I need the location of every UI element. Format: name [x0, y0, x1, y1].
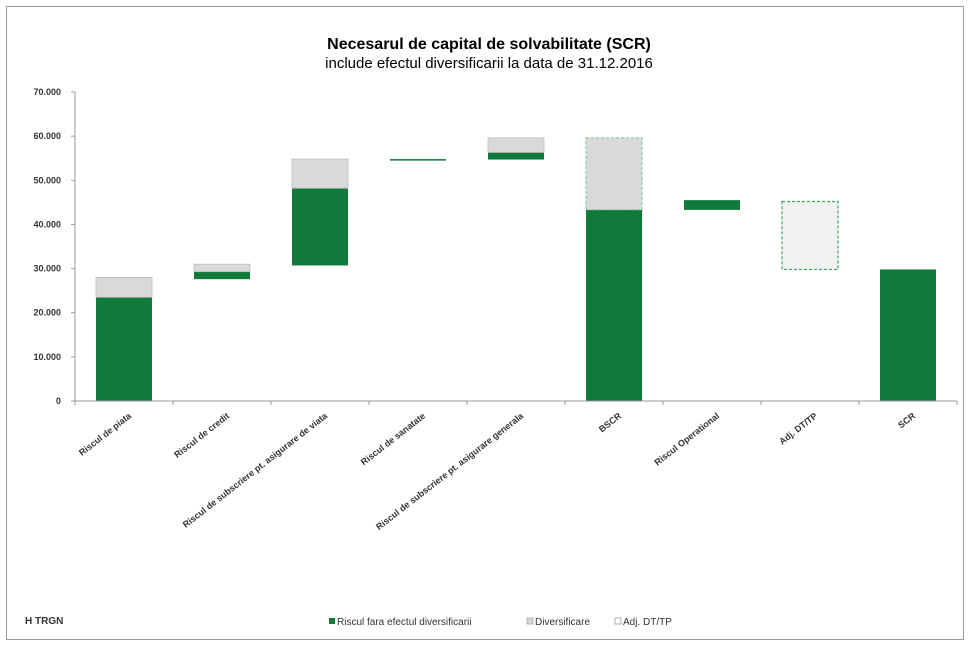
chart-frame: Necesarul de capital de solvabilitate (S… — [6, 6, 964, 640]
y-axis: 0 10.000 20.000 30.000 40.000 50.000 60.000 70.… — [33, 87, 76, 406]
bar-segment — [585, 137, 643, 211]
y-tick-label: 60.000 — [33, 131, 61, 141]
y-tick-label: 30.000 — [33, 264, 61, 274]
legend-swatch — [329, 618, 335, 624]
bar-segment — [487, 137, 545, 153]
x-tick-label: BSCR — [597, 410, 624, 434]
bar-segment — [880, 269, 936, 401]
bar-segment — [488, 152, 544, 160]
legend-swatch — [614, 617, 622, 625]
x-tick-label: Riscul de credit — [172, 411, 231, 460]
bar-segment — [291, 158, 349, 189]
y-tick-label: 40.000 — [33, 219, 61, 229]
bar-segment — [292, 188, 348, 266]
chart-subtitle: include efectul diversificarii la data d… — [325, 55, 653, 72]
x-tick-label: Riscul Operational — [652, 411, 721, 468]
legend: Riscul fara efectul diversificarii Divers… — [329, 617, 672, 628]
legend-label: Riscul fara efectul diversificarii — [337, 617, 472, 628]
y-tick-label: 10.000 — [33, 352, 61, 362]
y-tick-label: 20.000 — [33, 308, 61, 318]
bar-segment — [586, 209, 642, 401]
x-tick-label: Riscul de subscriere pt. asigurare gener… — [374, 410, 526, 532]
x-tick-label: SCR — [896, 410, 918, 430]
x-axis: Riscul de piata Riscul de credit Riscul de… — [74, 400, 958, 532]
x-tick-label: Riscul de piata — [77, 410, 134, 458]
y-tick-label: 70.000 — [33, 87, 61, 97]
x-tick-label: Adj. DT/TP — [777, 411, 819, 447]
bar-segment — [96, 297, 152, 401]
y-tick-label: 0 — [56, 396, 61, 406]
x-tick-label: Riscul de sanatate — [359, 411, 427, 468]
bar-segment — [684, 200, 740, 210]
bars-group — [95, 137, 936, 401]
bar-segment — [390, 159, 446, 161]
legend-swatch — [526, 617, 534, 625]
y-tick-label: 50.000 — [33, 175, 61, 185]
bar-segment — [95, 276, 153, 298]
legend-label: Diversificare — [535, 617, 590, 628]
bar-segment — [194, 271, 250, 280]
legend-label: Adj. DT/TP — [623, 617, 672, 628]
bar-segment — [781, 200, 839, 271]
waterfall-chart: Necesarul de capital de solvabilitate (S… — [25, 36, 958, 628]
chart-title: Necesarul de capital de solvabilitate (S… — [327, 36, 651, 53]
logo: H TRGN — [25, 616, 63, 627]
bar-segment — [193, 263, 251, 273]
